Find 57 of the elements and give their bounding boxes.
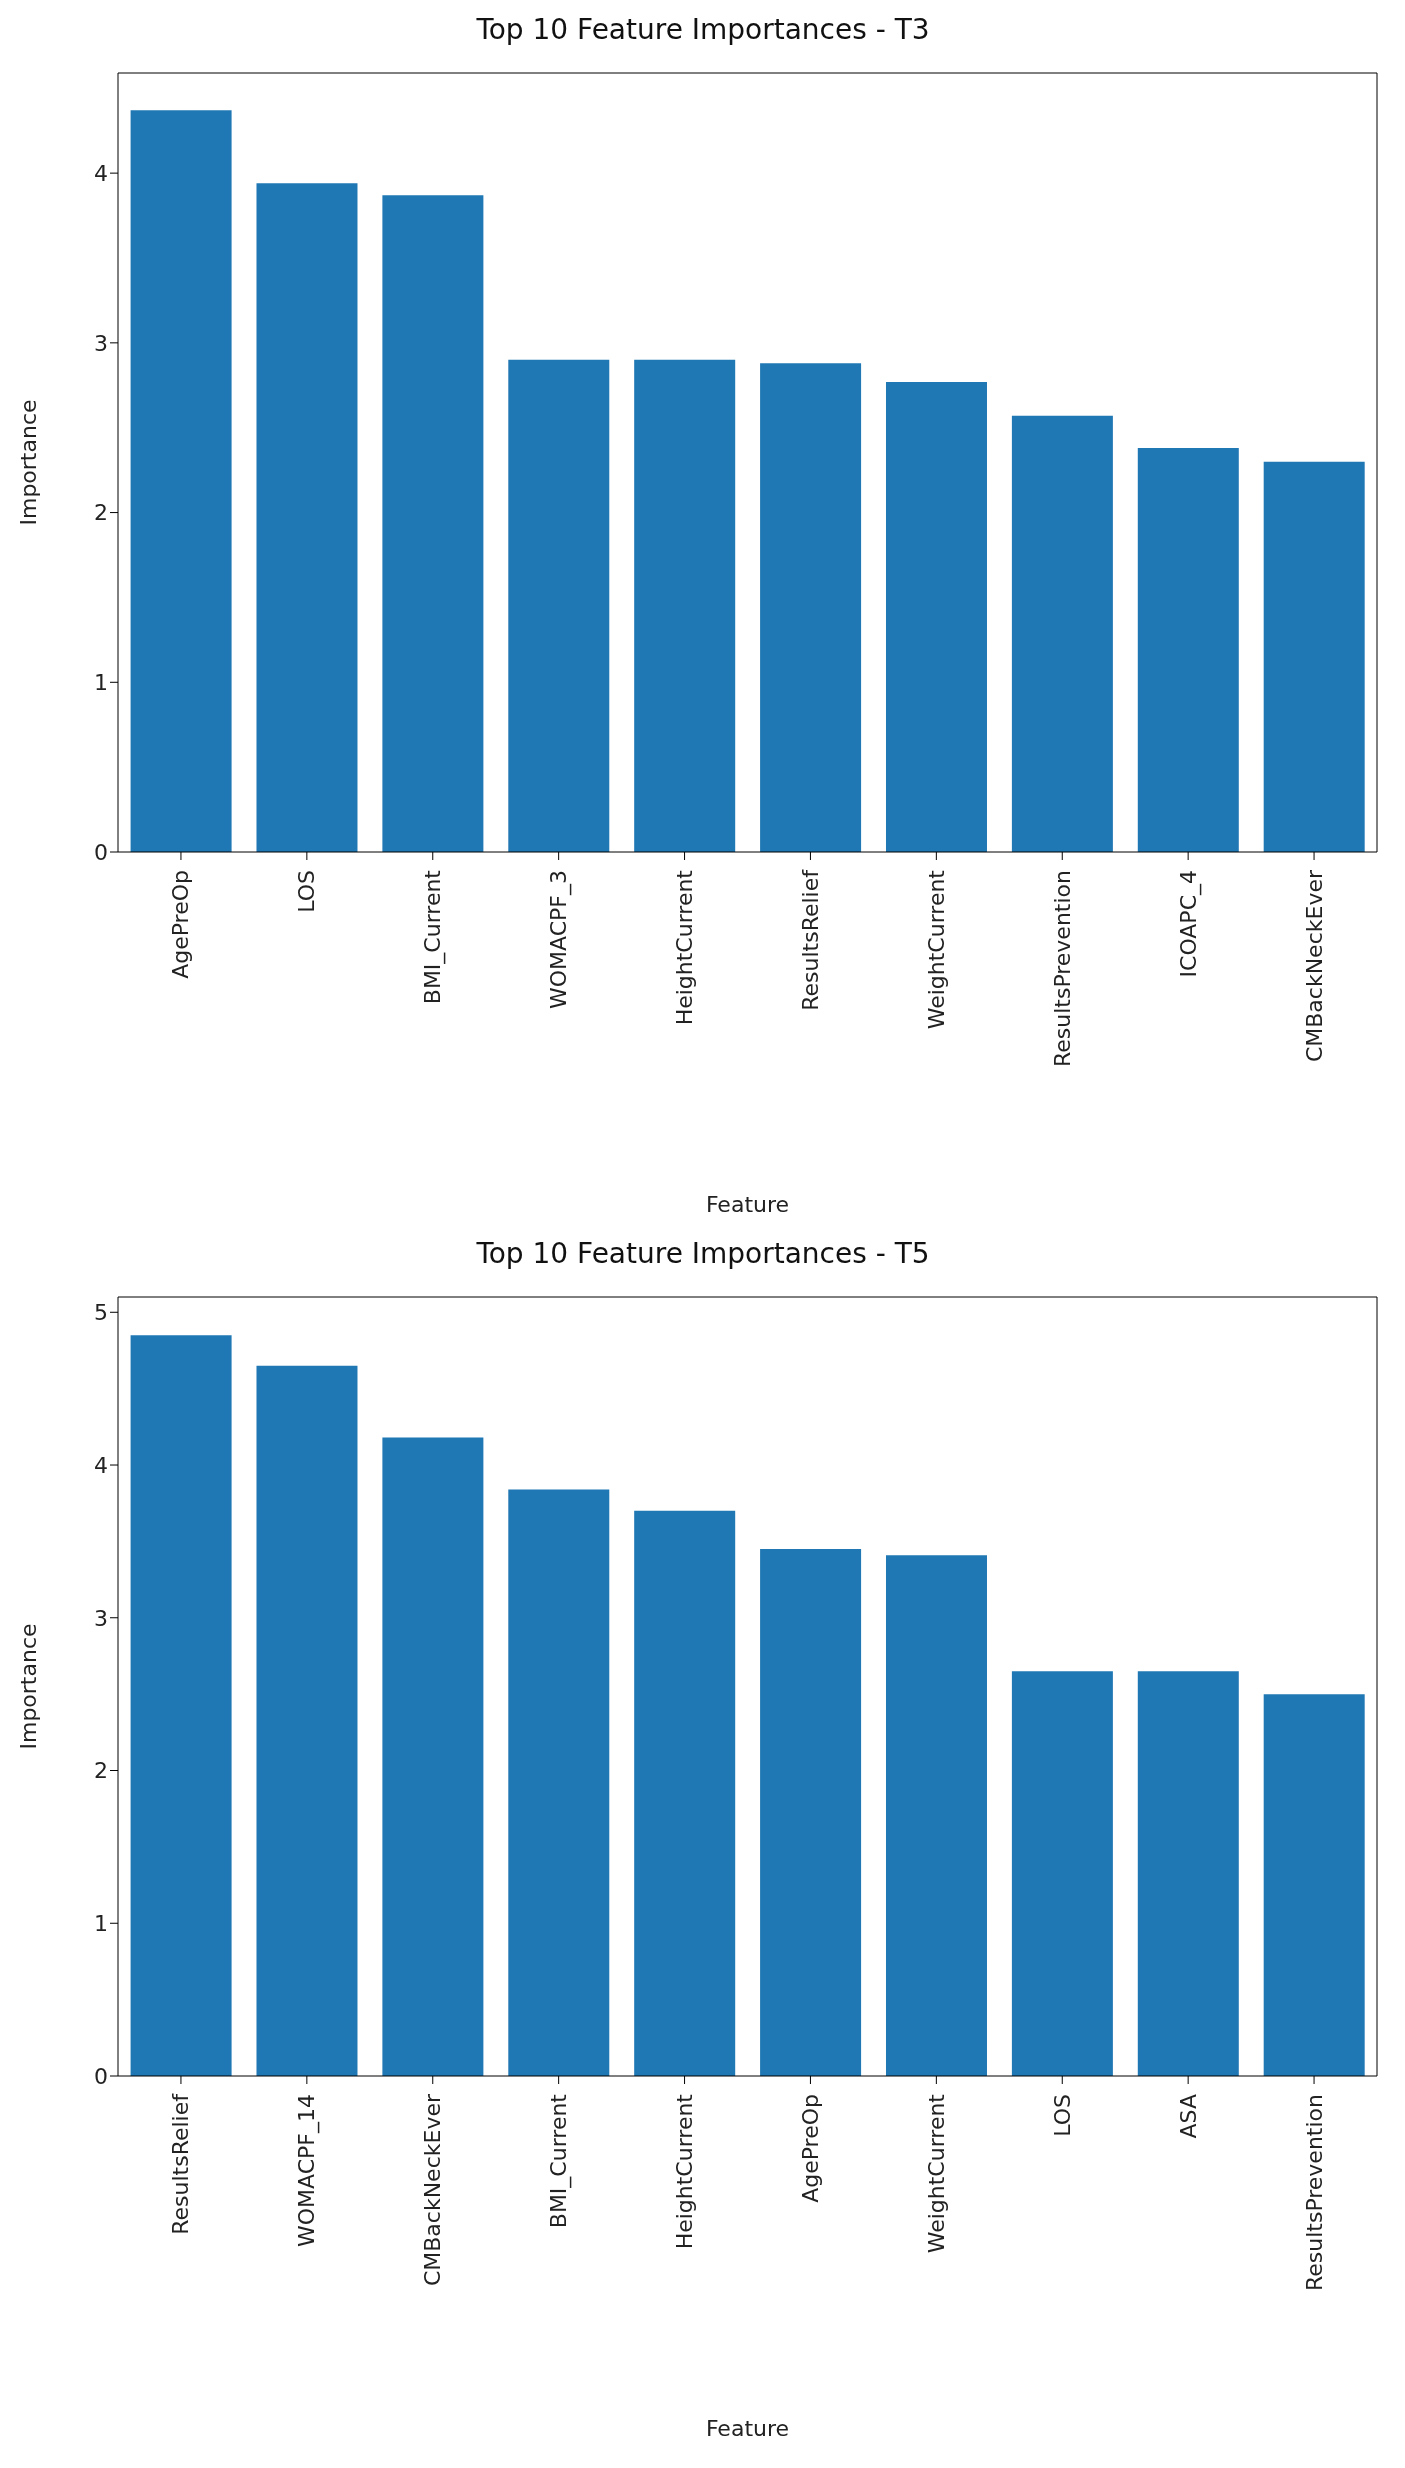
x-tick-label: ResultsPrevention (1049, 870, 1075, 1068)
x-axis-title: Feature (705, 1192, 790, 1217)
bar (130, 1335, 232, 2076)
bar (382, 1437, 484, 2076)
y-tick-label: 2 (94, 1758, 108, 1784)
y-axis-title: Importance (15, 1623, 41, 1750)
x-tick-label: ResultsRelief (168, 2092, 194, 2235)
x-tick-label: BMI_Current (420, 869, 447, 1005)
bar (256, 1365, 358, 2076)
bar (130, 110, 232, 852)
x-tick-label: ICOAPC_4 (1175, 870, 1202, 978)
x-tick-label: LOS (1049, 2094, 1075, 2137)
bar (1137, 448, 1239, 852)
y-tick-label: 0 (94, 839, 108, 865)
x-tick-label: ResultsRelief (797, 868, 823, 1011)
x-tick-label: HeightCurrent (672, 2093, 698, 2250)
bar (1263, 461, 1365, 852)
x-tick-label: WeightCurrent (923, 2093, 949, 2254)
y-tick-label: 4 (94, 160, 108, 186)
x-tick-label: WeightCurrent (923, 869, 949, 1030)
y-tick-label: 4 (94, 1452, 108, 1478)
bar (1263, 1694, 1365, 2076)
chart-title: Top 10 Feature Importances - T5 (475, 1236, 931, 1272)
bar (1011, 415, 1113, 852)
x-tick-label: ResultsPrevention (1301, 2094, 1327, 2292)
x-tick-label: HeightCurrent (672, 869, 698, 1026)
bar (256, 183, 358, 852)
bar (382, 195, 484, 852)
bar (508, 1489, 610, 2076)
x-tick-label: ASA (1175, 2094, 1201, 2139)
chart-title: Top 10 Feature Importances - T3 (475, 12, 931, 48)
x-tick-label: LOS (294, 870, 320, 913)
bar (634, 1510, 736, 2076)
x-tick-label: AgePreOp (797, 2094, 823, 2203)
bar (634, 359, 736, 852)
bar (760, 363, 862, 852)
y-tick-label: 3 (94, 330, 108, 356)
y-tick-label: 2 (94, 500, 108, 526)
x-tick-label: WOMACPF_3 (546, 870, 573, 1009)
bar (885, 381, 987, 852)
bar (1137, 1671, 1239, 2076)
y-tick-label: 5 (94, 1300, 108, 1326)
x-tick-label: CMBackNeckEver (420, 2093, 446, 2287)
x-axis-title: Feature (705, 2416, 790, 2441)
bar (760, 1549, 862, 2076)
bar (1011, 1671, 1113, 2076)
y-tick-label: 0 (94, 2063, 108, 2089)
bar (885, 1555, 987, 2076)
y-axis-title: Importance (15, 399, 41, 526)
y-tick-label: 3 (94, 1605, 108, 1631)
y-tick-label: 1 (94, 670, 108, 696)
x-tick-label: BMI_Current (546, 2093, 573, 2229)
x-tick-label: CMBackNeckEver (1301, 869, 1327, 1063)
bar (508, 359, 610, 852)
y-tick-label: 1 (94, 1911, 108, 1937)
x-tick-label: WOMACPF_14 (294, 2094, 321, 2247)
x-tick-label: AgePreOp (168, 870, 194, 979)
